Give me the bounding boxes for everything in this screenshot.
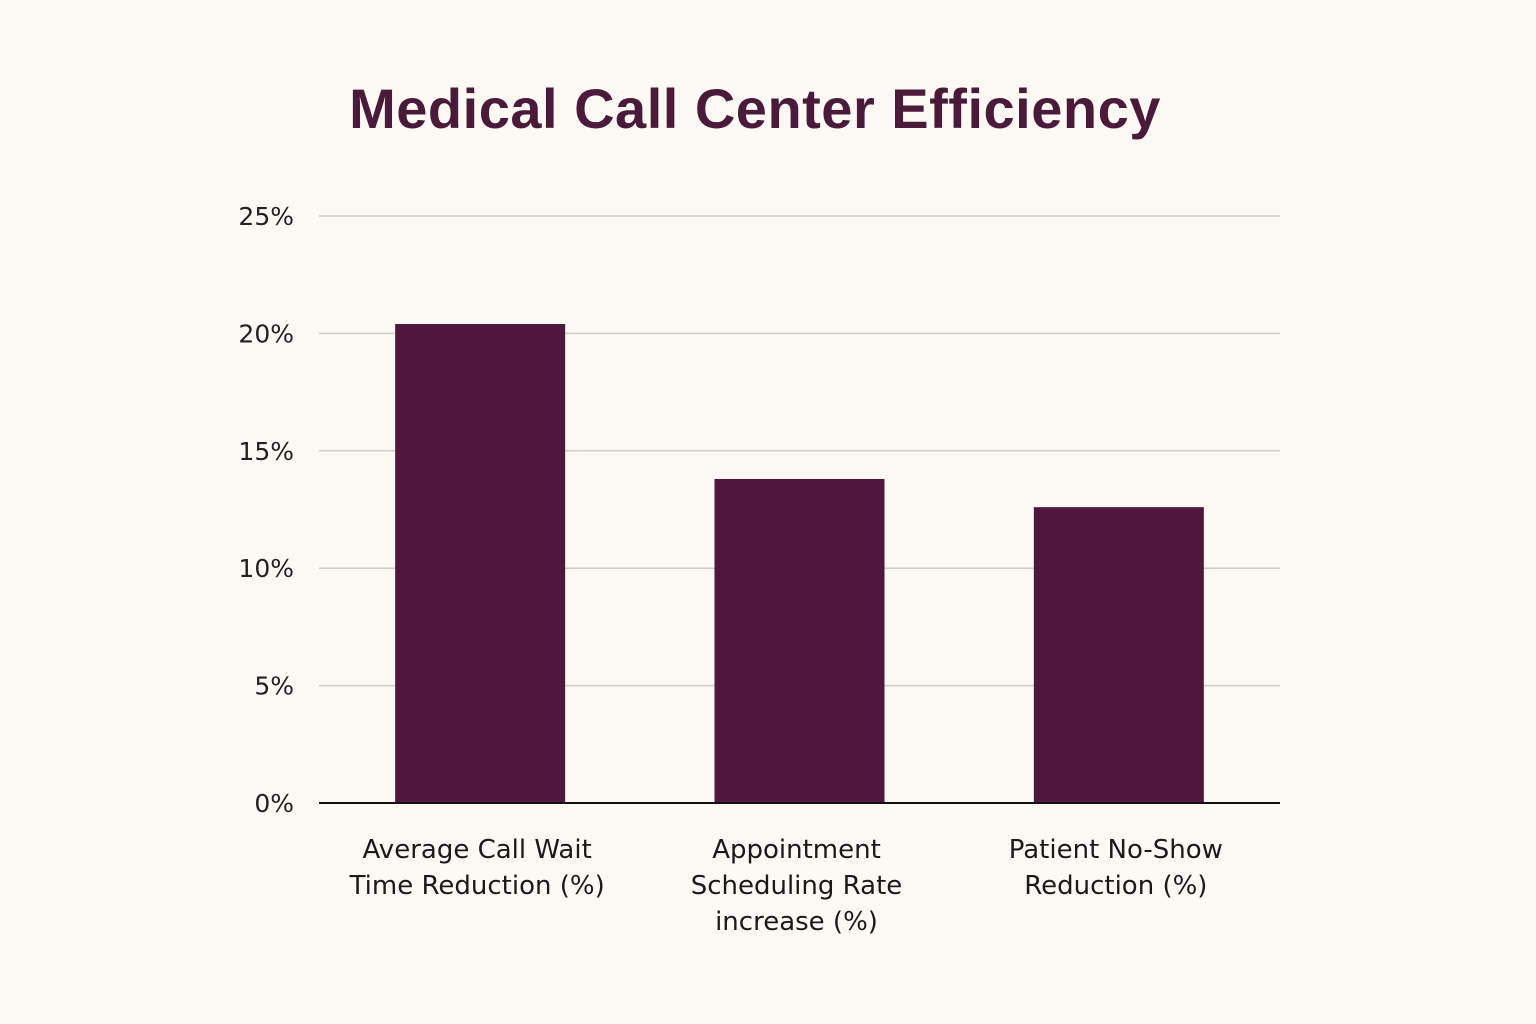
chart-title: Medical Call Center Efficiency — [349, 77, 1161, 140]
y-tick-label: 15% — [238, 437, 294, 466]
bar — [714, 478, 885, 803]
x-category-label: Reduction (%) — [1024, 871, 1207, 901]
x-category-label: Patient No-Show — [1009, 835, 1223, 865]
y-tick-label: 25% — [238, 202, 294, 231]
y-tick-label: 5% — [254, 672, 294, 701]
y-tick-label: 20% — [238, 319, 294, 348]
x-category-label: increase (%) — [715, 907, 878, 937]
x-category-label: Time Reduction (%) — [349, 871, 605, 901]
y-tick-label: 10% — [238, 554, 294, 583]
bar — [1033, 507, 1204, 803]
bar — [395, 324, 566, 803]
y-tick-label: 0% — [254, 789, 294, 818]
x-category-label: Appointment — [712, 835, 881, 865]
x-category-label: Scheduling Rate — [691, 871, 903, 901]
x-category-label: Average Call Wait — [363, 835, 592, 865]
